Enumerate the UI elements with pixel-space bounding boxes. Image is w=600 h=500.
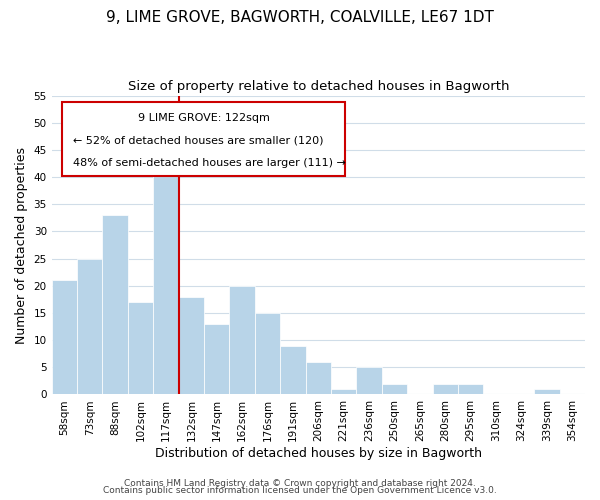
Y-axis label: Number of detached properties: Number of detached properties [15,146,28,344]
X-axis label: Distribution of detached houses by size in Bagworth: Distribution of detached houses by size … [155,447,482,460]
Text: ← 52% of detached houses are smaller (120): ← 52% of detached houses are smaller (12… [73,136,323,145]
Bar [52,280,77,394]
Bar [280,346,305,395]
Text: 9 LIME GROVE: 122sqm: 9 LIME GROVE: 122sqm [138,113,269,123]
Bar [179,296,204,394]
Bar [255,313,280,394]
Bar [433,384,458,394]
Text: Contains HM Land Registry data © Crown copyright and database right 2024.: Contains HM Land Registry data © Crown c… [124,478,476,488]
FancyBboxPatch shape [62,102,345,176]
Bar [128,302,153,394]
Text: Contains public sector information licensed under the Open Government Licence v3: Contains public sector information licen… [103,486,497,495]
Bar [305,362,331,394]
Bar [382,384,407,394]
Bar [331,389,356,394]
Bar [356,368,382,394]
Text: 9, LIME GROVE, BAGWORTH, COALVILLE, LE67 1DT: 9, LIME GROVE, BAGWORTH, COALVILLE, LE67… [106,10,494,25]
Bar [103,215,128,394]
Title: Size of property relative to detached houses in Bagworth: Size of property relative to detached ho… [128,80,509,93]
Bar [204,324,229,394]
Bar [77,258,103,394]
Bar [534,389,560,394]
Bar [458,384,484,394]
Bar [229,286,255,395]
Bar [153,161,179,394]
Text: 48% of semi-detached houses are larger (111) →: 48% of semi-detached houses are larger (… [73,158,346,168]
